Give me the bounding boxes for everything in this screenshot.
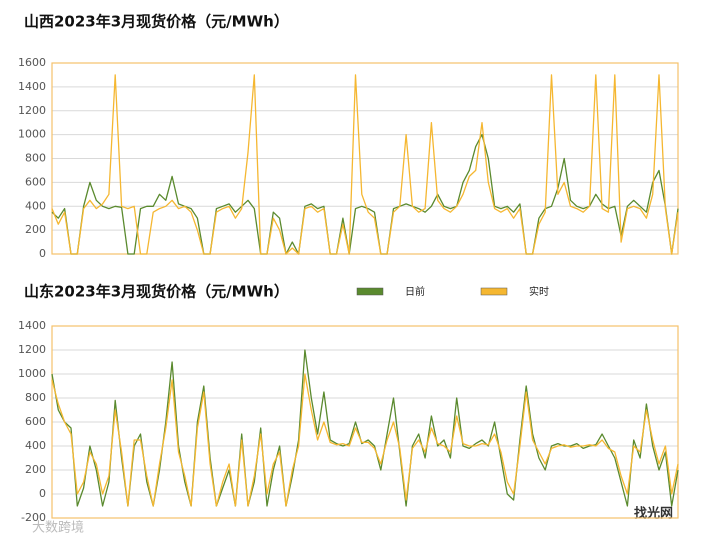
y-tick-label: 200 [25, 223, 46, 236]
legend-swatch [356, 287, 384, 296]
y-tick-label: 400 [25, 199, 46, 212]
y-tick-label: 1200 [18, 104, 46, 117]
y-tick-label: 200 [25, 463, 46, 476]
watermark: 找光网 [634, 506, 673, 522]
y-tick-label: 800 [25, 391, 46, 404]
y-tick-label: 1200 [18, 343, 46, 356]
y-tick-label: 600 [25, 415, 46, 428]
series-line [51, 373, 679, 507]
series-line [51, 133, 679, 255]
plot-frame [51, 325, 679, 519]
y-tick-label: 800 [25, 152, 46, 165]
legend-label: 实时 [529, 285, 549, 298]
y-tick-label: 600 [25, 175, 46, 188]
legend-label: 日前 [405, 285, 425, 298]
y-tick-label: -200 [21, 511, 46, 524]
series-line [51, 74, 679, 255]
chart-title: 山东2023年3月现货价格（元/MWh） [24, 283, 289, 301]
y-tick-label: 1000 [18, 128, 46, 141]
legend-swatch [480, 287, 508, 296]
y-tick-label: 1400 [18, 80, 46, 93]
y-tick-label: 1600 [18, 56, 46, 69]
series-line [51, 349, 679, 507]
chart-title: 山西2023年3月现货价格（元/MWh） [24, 13, 289, 31]
y-tick-label: 0 [39, 247, 46, 260]
y-tick-label: 1400 [18, 319, 46, 332]
y-tick-label: 0 [39, 487, 46, 500]
plot-frame [51, 62, 679, 255]
y-tick-label: 1000 [18, 367, 46, 380]
y-tick-label: 400 [25, 439, 46, 452]
watermark: 大数跨境 [32, 521, 84, 536]
